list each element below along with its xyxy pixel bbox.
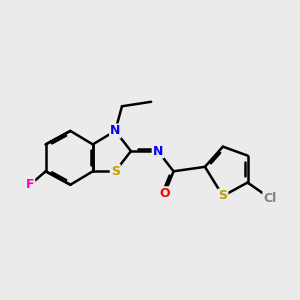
Text: O: O: [159, 187, 170, 200]
Text: N: N: [153, 145, 163, 158]
Text: S: S: [111, 165, 120, 178]
Text: Cl: Cl: [263, 192, 277, 205]
Text: N: N: [110, 124, 120, 137]
Text: F: F: [26, 178, 34, 191]
Text: S: S: [218, 190, 227, 202]
